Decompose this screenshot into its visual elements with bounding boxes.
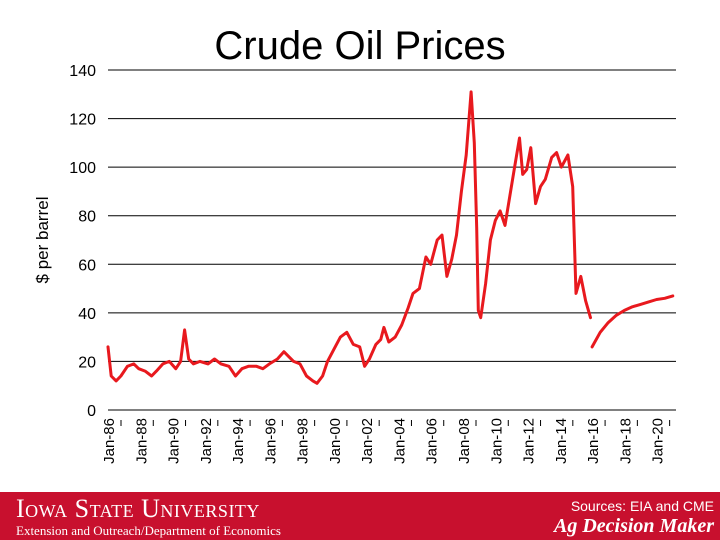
x-tick-label: Jan-04 [391,418,408,464]
y-axis-label: $ per barrel [33,197,52,284]
x-tick-label: Jan-08 [456,418,473,464]
y-tick-label: 20 [78,354,96,371]
department-text: Extension and Outreach/Department of Eco… [16,523,281,538]
y-tick-label: 0 [87,403,96,420]
x-axis: Jan-86 Jan-88 Jan-90 Jan-92 Jan-94 Jan-96 Jan-… [101,409,676,464]
price-line [590,294,675,349]
x-tick-label: Jan-98 [295,418,312,464]
price-line [106,90,592,385]
x-tick-label: Jan-16 [585,418,602,464]
x-tick-label: Jan-96 [262,418,279,464]
x-tick-label: Jan-06 [424,418,441,464]
price-series [106,90,675,385]
x-tick-label: Jan-20 [650,418,667,464]
university-logo-text: Iowa State University [16,494,260,523]
x-tick-label: Jan-90 [166,418,183,464]
x-tick-label: Jan-92 [198,418,215,464]
x-tick-label: Jan-00 [327,418,344,464]
x-tick-label: Jan-12 [521,418,538,464]
y-tick-label: 80 [78,209,96,226]
y-tick-label: 140 [69,63,96,80]
x-tick-label: Jan-88 [133,418,150,464]
y-tick-label: 120 [69,112,96,129]
x-tick-label: Jan-94 [230,418,247,464]
y-tick-label: 60 [78,257,96,274]
x-tick-label: Jan-14 [553,418,570,464]
y-tick-label: 40 [78,306,96,323]
y-axis: 0 20 40 60 80 100 120 140 [69,63,96,420]
y-tick-label: 100 [69,160,96,177]
sources-text: Sources: EIA and CME [570,498,714,514]
x-tick-label: Jan-18 [617,418,634,464]
chart-title: Crude Oil Prices [214,24,506,68]
x-tick-label: Jan-86 [101,418,118,464]
program-name: Ag Decision Maker [554,515,714,537]
x-tick-label: Jan-10 [488,418,505,464]
footer-banner: Iowa State University Extension and Outr… [0,492,720,540]
x-tick-label: Jan-02 [359,418,376,464]
